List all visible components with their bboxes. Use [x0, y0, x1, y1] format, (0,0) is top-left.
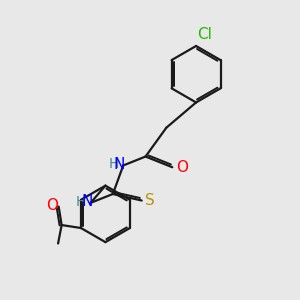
Text: Cl: Cl	[198, 27, 212, 42]
Text: H: H	[109, 157, 119, 171]
Text: H: H	[76, 195, 86, 209]
Text: O: O	[46, 198, 58, 213]
Text: N: N	[114, 157, 125, 172]
Text: O: O	[176, 160, 188, 175]
Text: S: S	[145, 193, 155, 208]
Text: N: N	[81, 194, 93, 209]
